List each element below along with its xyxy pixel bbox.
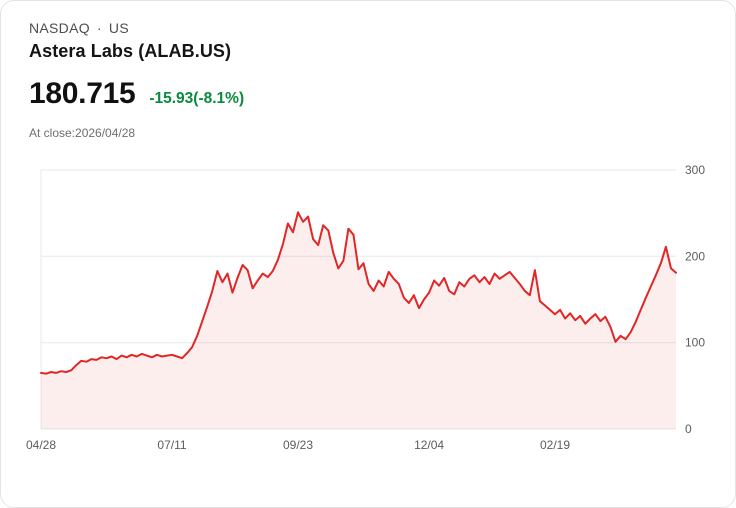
x-axis-tick-label: 04/28 <box>26 438 56 452</box>
quote-header: NASDAQ · US Astera Labs (ALAB.US) 180.71… <box>1 1 735 140</box>
as-of-label: At close:2026/04/28 <box>29 126 136 140</box>
price-change: -15.93(-8.1%) <box>149 90 245 107</box>
price-value: 180.715 <box>29 77 136 110</box>
x-axis-tick-label: 07/11 <box>157 438 186 452</box>
exchange-label: NASDAQ <box>29 20 90 36</box>
separator-dot: · <box>96 20 102 36</box>
price-chart[interactable]: 0 100 200 300 04/28 07/11 09/23 12/04 02/19 <box>1 140 735 470</box>
price-row: 180.715 -15.93(-8.1%) <box>29 77 707 111</box>
x-axis-tick-label: 12/04 <box>414 438 444 452</box>
instrument-title: Astera Labs (ALAB.US) <box>29 41 232 61</box>
x-axis-tick-label: 02/19 <box>540 438 570 452</box>
price-chart-svg[interactable]: 0 100 200 300 04/28 07/11 09/23 12/04 02/19 <box>1 140 736 470</box>
price-line <box>40 211 677 375</box>
y-axis-tick-label: 0 <box>685 422 692 436</box>
y-axis-tick-label: 300 <box>685 163 705 177</box>
exchange-row: NASDAQ · US <box>29 20 707 36</box>
x-axis-tick-label: 09/23 <box>283 438 313 452</box>
price-area-fill <box>41 212 676 429</box>
region-label: US <box>108 20 129 36</box>
y-axis-tick-label: 100 <box>685 336 705 350</box>
y-axis-tick-label: 200 <box>685 249 705 263</box>
